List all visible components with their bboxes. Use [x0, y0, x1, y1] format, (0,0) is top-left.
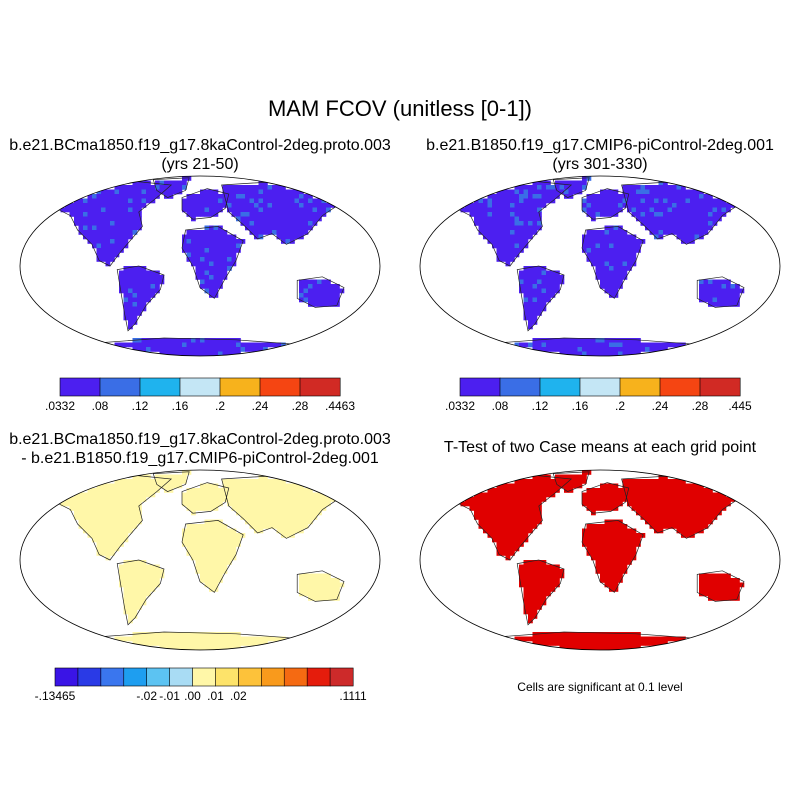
svg-text:-.02: -.02: [136, 689, 157, 703]
colorbar-1: .0332 .08 .12 .16 .2 .24 .28 .4463: [45, 377, 355, 413]
panel1-title-line1: b.e21.BCma1850.f19_g17.8kaControl-2deg.p…: [9, 137, 391, 154]
svg-text:.08: .08: [492, 399, 509, 413]
svg-text:.16: .16: [572, 399, 589, 413]
svg-text:-.01: -.01: [159, 689, 180, 703]
panel1-title: b.e21.BCma1850.f19_g17.8kaControl-2deg.p…: [0, 136, 400, 174]
svg-text:.01: .01: [207, 689, 224, 703]
panel2-title-line1: b.e21.B1850.f19_g17.CMIP6-piControl-2deg…: [426, 137, 774, 154]
svg-text:.08: .08: [92, 399, 109, 413]
svg-text:.12: .12: [532, 399, 549, 413]
svg-text:.28: .28: [692, 399, 709, 413]
panel3-title-line1: b.e21.BCma1850.f19_g17.8kaControl-2deg.p…: [9, 431, 391, 448]
panel3-title: b.e21.BCma1850.f19_g17.8kaControl-2deg.p…: [0, 430, 400, 468]
svg-text:.445: .445: [728, 399, 752, 413]
svg-text:.00: .00: [184, 689, 201, 703]
panel2-title: b.e21.B1850.f19_g17.CMIP6-piControl-2deg…: [400, 136, 800, 174]
panel1-title-line2: (yrs 21-50): [161, 156, 239, 173]
main-title: MAM FCOV (unitless [0-1]): [267, 96, 533, 121]
svg-text:.28: .28: [292, 399, 309, 413]
map-panel-2: [419, 175, 781, 357]
panel3-title-line2: - b.e21.B1850.f19_g17.CMIP6-piControl-2d…: [21, 450, 379, 467]
svg-text:.1111: .1111: [339, 689, 367, 703]
panel2-title-line2: (yrs 301-330): [552, 156, 648, 173]
map-panel-4: [419, 469, 781, 651]
map-panel-3: [19, 469, 381, 651]
svg-text:.0332: .0332: [45, 399, 75, 413]
svg-text:.24: .24: [652, 399, 669, 413]
colorbar-2: .0332 .08 .12 .16 .2 .24 .28 .445: [445, 377, 752, 413]
panel4-title: T-Test of two Case means at each grid po…: [400, 438, 800, 457]
svg-text:.2: .2: [215, 399, 225, 413]
svg-text:.02: .02: [230, 689, 247, 703]
svg-text:.0332: .0332: [445, 399, 475, 413]
colorbar-3: -.13465 -.02 -.01 .00 .01 .02 .1111: [35, 667, 367, 703]
svg-text:.12: .12: [132, 399, 149, 413]
significance-note: Cells are significant at 0.1 level: [517, 680, 683, 694]
svg-text:.2: .2: [615, 399, 625, 413]
svg-text:.4463: .4463: [325, 399, 355, 413]
svg-text:.24: .24: [252, 399, 269, 413]
svg-text:-.13465: -.13465: [35, 689, 76, 703]
svg-text:.16: .16: [172, 399, 189, 413]
panel4-title-line1: T-Test of two Case means at each grid po…: [443, 439, 757, 456]
map-panel-1: [19, 175, 381, 357]
